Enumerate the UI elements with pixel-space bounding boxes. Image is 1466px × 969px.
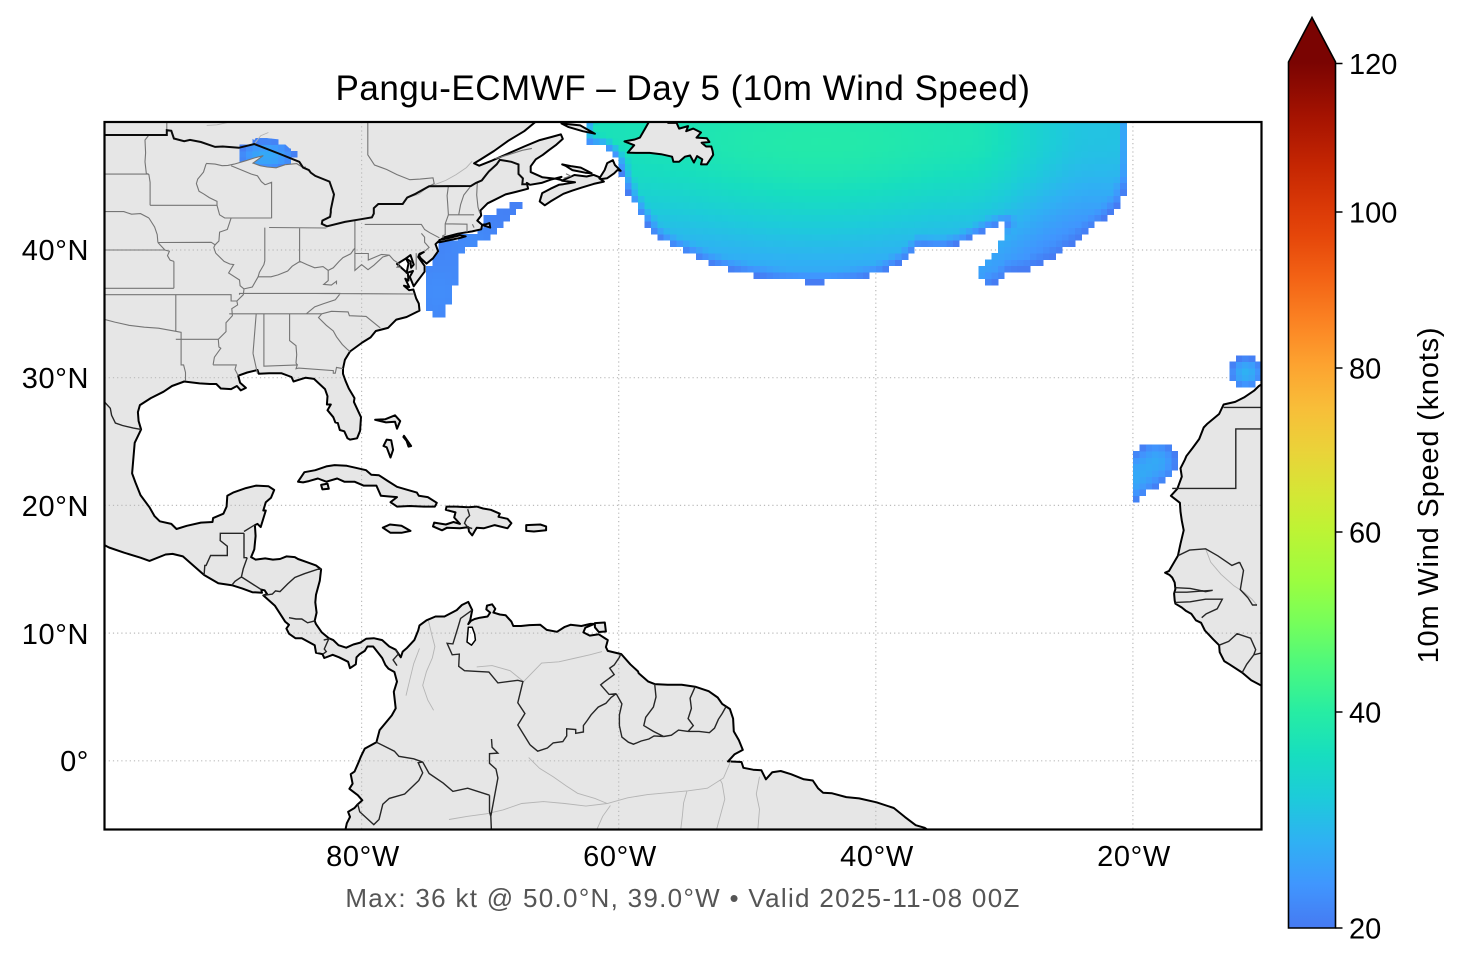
svg-text:0°: 0° (60, 746, 89, 778)
svg-text:80: 80 (1349, 354, 1381, 386)
svg-text:20°N: 20°N (22, 491, 89, 523)
svg-text:100: 100 (1349, 198, 1397, 230)
svg-text:80°W: 80°W (326, 841, 400, 873)
svg-text:20: 20 (1349, 914, 1381, 946)
svg-text:Pangu-ECMWF – Day 5 (10m Wind: Pangu-ECMWF – Day 5 (10m Wind Speed) (336, 69, 1031, 108)
svg-text:40°N: 40°N (22, 235, 89, 267)
svg-text:60°W: 60°W (583, 841, 657, 873)
svg-text:30°N: 30°N (22, 363, 89, 395)
svg-text:10m Wind Speed (knots): 10m Wind Speed (knots) (1413, 327, 1445, 664)
svg-text:20°W: 20°W (1097, 841, 1171, 873)
svg-text:120: 120 (1349, 49, 1397, 81)
svg-text:40: 40 (1349, 698, 1381, 730)
svg-text:10°N: 10°N (22, 619, 89, 651)
svg-text:60: 60 (1349, 518, 1381, 550)
svg-text:40°W: 40°W (840, 841, 914, 873)
svg-text:Max: 36 kt @ 50.0°N, 39.0°W •: Max: 36 kt @ 50.0°N, 39.0°W • Valid 2025… (345, 883, 1020, 913)
